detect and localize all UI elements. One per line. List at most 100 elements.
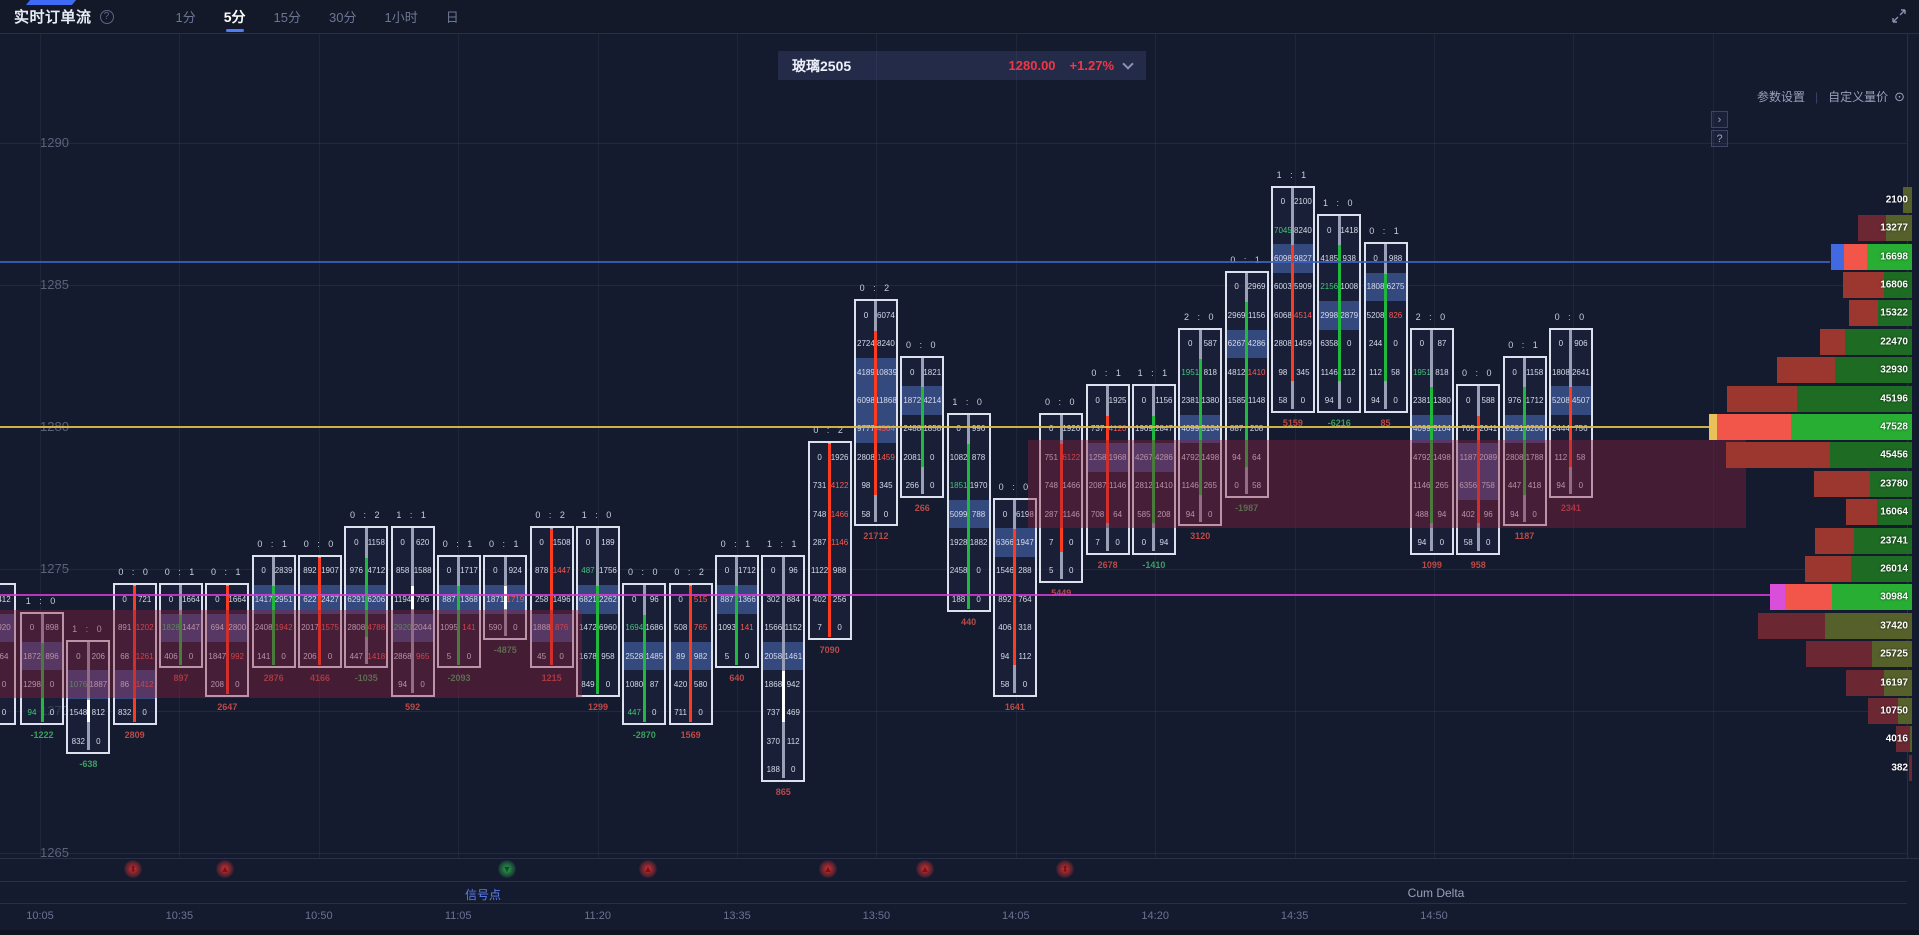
- candle-box[interactable]: 041213859201075648450980: [0, 583, 16, 726]
- ask-volume: 896: [42, 641, 62, 671]
- tab-interval-30分[interactable]: 30分: [329, 10, 357, 25]
- help-icon[interactable]: ?: [99, 9, 114, 24]
- candle-body: [225, 586, 229, 694]
- bid-volume: 0: [910, 367, 915, 377]
- bid-volume: 98: [1278, 367, 1288, 377]
- signal-up-icon[interactable]: ▲: [639, 860, 657, 878]
- ask-volume: 942: [786, 680, 800, 690]
- ask-volume: 878: [971, 452, 986, 462]
- volume-profile-row: 45456: [1725, 442, 1912, 469]
- ask-volume: 0: [1393, 396, 1398, 406]
- footprint-row: 1872 896: [22, 641, 62, 671]
- signal-panel-label[interactable]: 信号点: [464, 888, 502, 902]
- footprint-row: 1851 1970: [949, 472, 989, 500]
- bid-volume: 94: [1232, 452, 1242, 462]
- collapse-icon[interactable]: [1891, 8, 1907, 24]
- ask-volume: 818: [1435, 367, 1449, 377]
- ask-volume: 0: [744, 651, 750, 661]
- tab-interval-日[interactable]: 日: [445, 10, 459, 25]
- ask-volume: 94: [1159, 538, 1169, 548]
- candle-delta-label: 1641: [1004, 701, 1025, 712]
- footprint-row: 2381 1380: [1412, 386, 1452, 414]
- cum-delta-panel-label[interactable]: Cum Delta: [1407, 886, 1465, 900]
- panel-help-button[interactable]: ?: [1711, 130, 1728, 147]
- ask-volume: 1156: [1155, 396, 1173, 406]
- signal-down-icon[interactable]: ▼: [498, 860, 516, 878]
- bid-volume: 6366: [994, 528, 1015, 557]
- sell-volume-bar: [1814, 527, 1854, 554]
- bid-volume: 892: [998, 594, 1012, 604]
- ask-volume: 818: [1203, 367, 1217, 377]
- footprint-row: 2081 0: [902, 443, 942, 471]
- footprint-row: 402 96: [1458, 500, 1498, 528]
- bid-volume: 711: [674, 708, 687, 718]
- buy-volume-bar: [1897, 698, 1912, 724]
- price-axis-label: 1265: [40, 845, 69, 860]
- volume-profile-row: 13277: [1857, 215, 1912, 242]
- custom-volume-price-link[interactable]: 自定义量价: [1828, 90, 1889, 104]
- ask-volume: 756: [1574, 424, 1588, 434]
- ask-volume: 588: [1481, 396, 1495, 406]
- bid-volume: 832: [117, 708, 132, 718]
- tab-interval-15分[interactable]: 15分: [273, 10, 302, 25]
- instrument-selector[interactable]: 玻璃2505 1280.00 +1.27%: [778, 51, 1146, 80]
- panel-expand-button[interactable]: ›: [1711, 111, 1728, 128]
- volume-profile-value: 10750: [1880, 705, 1908, 717]
- footprint-row: 302 884: [763, 585, 803, 613]
- tab-interval-1分[interactable]: 1分: [175, 10, 196, 25]
- ask-volume: 0: [235, 680, 240, 690]
- tab-interval-5分[interactable]: 5分: [224, 0, 246, 33]
- candle-wick: [781, 556, 785, 778]
- candle-box[interactable]: 0 87 1951 818 2381 1380 4099 5104 4792 1498 1146 26…: [1409, 327, 1454, 555]
- volume-profile-row: 16698: [1830, 243, 1913, 270]
- bid-volume: 94: [398, 680, 408, 690]
- bid-volume: 0: [956, 424, 961, 434]
- ask-volume: 112: [786, 736, 800, 746]
- signal-both-icon[interactable]: ⬍: [124, 860, 142, 878]
- bid-volume: 4185: [1320, 254, 1339, 264]
- gear-icon[interactable]: ⊙: [1894, 88, 1905, 104]
- footprint-row: 1258 1968: [1087, 443, 1128, 472]
- bid-volume: 585: [1137, 509, 1151, 519]
- volume-profile-value: 26014: [1880, 563, 1908, 575]
- footprint-row: 2058 1461: [763, 641, 804, 671]
- chevron-right-icon: ›: [1717, 113, 1722, 126]
- candle-body: [642, 614, 646, 723]
- candle-box[interactable]: 0 96 1694 1686 2528 1485 1080 87 447 0: [622, 583, 667, 726]
- ask-volume: 112: [1018, 651, 1032, 661]
- ask-volume: 1008: [1340, 282, 1359, 292]
- signal-up-icon[interactable]: ▲: [819, 860, 837, 878]
- footprint-row: 832 0: [68, 727, 108, 755]
- bid-volume: 1851: [949, 481, 968, 491]
- signal-up-icon[interactable]: ▲: [916, 860, 934, 878]
- bid-volume: 737: [766, 708, 780, 718]
- bid-volume: 0: [632, 594, 637, 604]
- footprint-row: 6358 0: [1319, 330, 1359, 358]
- candle-body: [364, 557, 368, 637]
- grid-vline: [1015, 34, 1017, 858]
- bid-volume: 244: [1368, 339, 1383, 349]
- footprint-row: 5208 4507: [1550, 386, 1591, 415]
- volume-profile-row: 16064: [1846, 499, 1912, 526]
- ask-volume: 0: [188, 651, 194, 661]
- bid-volume: 1872: [22, 641, 42, 671]
- bid-ask-ratio-label: 0 : 0: [998, 482, 1032, 492]
- footprint-row: 0 587: [1180, 330, 1220, 358]
- buy-volume-bar: [1831, 584, 1912, 611]
- footprint-row: 0 1158: [1505, 358, 1545, 386]
- candle-wick: [411, 528, 415, 693]
- footprint-row: 0 1717: [439, 557, 479, 585]
- signal-up-icon[interactable]: ▲: [216, 860, 234, 878]
- param-settings-link[interactable]: 参数设置: [1756, 90, 1805, 104]
- bid-volume: 892: [303, 566, 317, 576]
- ask-volume: 0: [1347, 339, 1352, 349]
- ask-volume: 141: [462, 623, 476, 633]
- ask-volume: 96: [649, 594, 659, 604]
- candle-box[interactable]: 0 898 1872 896 1298 0 94 0: [20, 611, 64, 726]
- ask-volume: 64: [1113, 509, 1123, 519]
- tab-interval-1小时[interactable]: 1小时: [384, 10, 418, 25]
- signal-both-icon[interactable]: ⬍: [1056, 860, 1074, 878]
